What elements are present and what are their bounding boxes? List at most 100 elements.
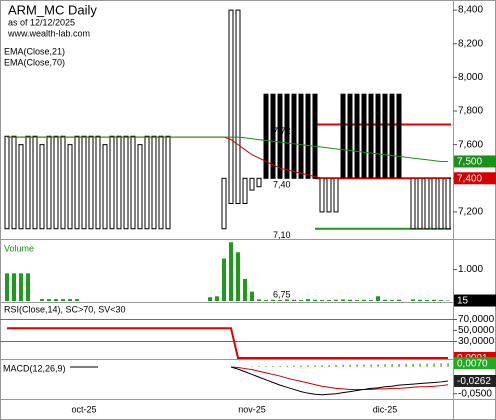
histogram-bar [342,364,344,367]
legend-entry: EMA(Close,21) [4,46,65,56]
volume-bar [376,296,380,301]
histogram-bar [391,364,393,367]
volume-bar [264,300,268,301]
pane-title: RSI(Close,14), SC>70, SV<30 [4,304,126,314]
line [7,136,448,162]
volume-bar [229,242,233,301]
volume-bar [215,296,219,301]
candle-body [417,177,423,230]
volume-bar [348,299,352,301]
histogram-bar [265,366,267,367]
volume-bar [75,299,79,301]
volume-bar [355,300,359,301]
y-tick-label: 7,200 [458,207,483,218]
volume-bar [334,299,338,301]
value-label: -0,0262 [457,376,491,387]
candle-body [130,135,136,230]
candle-body [347,93,353,179]
value-label-box [454,172,496,185]
volume-bar [40,299,44,301]
volume-bar [47,299,51,301]
candle-body [410,177,416,230]
volume-bar [369,300,373,301]
candle-body [333,177,339,213]
candle-body [368,93,374,179]
legend-entry: EMA(Close,70) [4,57,65,67]
histogram-bar [300,365,302,367]
candle-body [438,177,444,230]
volume-bar [271,299,275,301]
candle-body [123,135,129,230]
candle-body [74,135,80,230]
volume-bar [383,299,387,301]
line [70,366,449,396]
pane-title: Volume [4,243,34,253]
volume-bar [362,299,366,301]
candle-body [312,93,318,179]
candle-body [95,135,101,230]
candle-body [445,177,451,230]
histogram-bar [244,366,246,368]
histogram-bar [398,363,400,367]
volume-bar [285,299,289,301]
candle-body [4,135,10,230]
histogram-bar [258,366,260,367]
histogram-bar [251,366,253,367]
value-label: 7,400 [457,173,482,184]
candle-body [144,135,150,230]
y-tick-label: 1.000 [458,264,483,275]
volume-bar [313,299,317,301]
candle-body [39,144,45,230]
candle-body [18,144,24,230]
histogram-bar [293,365,295,367]
value-label: 7,500 [457,157,482,168]
histogram-bar [405,363,407,367]
subtitle: as of 12/12/2025 [8,17,75,27]
histogram-bar [328,365,330,367]
candle-body [46,135,52,230]
histogram-bar [377,364,379,367]
candle-body [137,144,143,230]
candle-body [151,135,157,230]
level-label: 7,40 [273,180,291,190]
volume-bar [236,252,240,301]
candle-body [256,177,262,188]
histogram-bar [272,365,274,367]
histogram-bar [349,364,351,367]
value-label: 15 [457,296,469,307]
volume-bar [250,291,254,301]
volume-bar [12,273,16,301]
candle-body [361,93,367,179]
volume-bar [278,300,282,301]
line [7,327,448,359]
candle-body [298,93,304,179]
candle-body [291,93,297,179]
volume-bar [257,299,261,301]
candle-body [396,93,402,179]
volume-bar [390,300,394,301]
volume-bar [208,297,212,301]
y-tick-label: 30,0000 [458,336,495,347]
volume-bar [439,300,443,301]
volume-bar [243,278,247,301]
candle-body [60,135,66,230]
volume-bar [418,299,422,301]
candle-body [319,177,325,213]
candle-body [25,135,31,230]
candle-body [326,177,332,213]
value-label-box [454,155,496,168]
volume-bar [5,273,9,301]
volume-bar [54,299,58,301]
level-label: 7,72 [273,126,291,136]
candle-body [88,135,94,230]
source: www.wealth-lab.com [7,28,90,38]
histogram-bar [321,365,323,367]
volume-bar [341,299,345,301]
candle-body [431,177,437,230]
candle-body [340,93,346,179]
y-tick-label: 7,600 [458,139,483,150]
value-label-box [454,357,496,370]
y-tick-label: 8,200 [458,38,483,49]
